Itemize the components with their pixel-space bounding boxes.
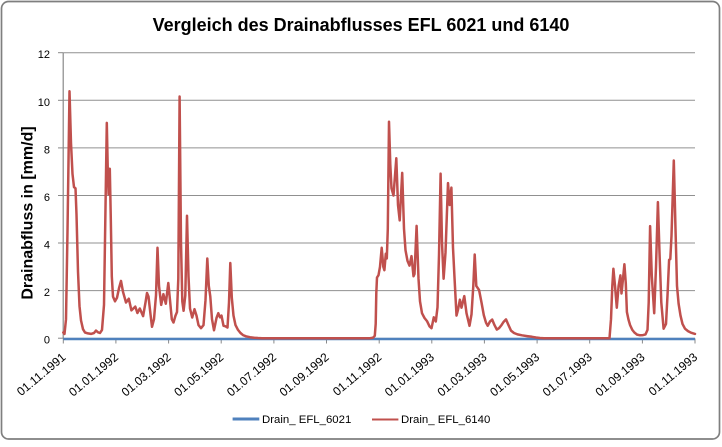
svg-text:Vergleich des Drainabflusses: Vergleich des Drainabflusses EFL 6021 un…: [153, 15, 570, 35]
svg-text:2: 2: [44, 287, 50, 299]
svg-text:8: 8: [44, 144, 50, 156]
svg-text:6: 6: [44, 192, 50, 204]
svg-text:4: 4: [44, 240, 50, 252]
svg-text:0: 0: [44, 335, 50, 347]
svg-text:Drain_ EFL_6140: Drain_ EFL_6140: [401, 414, 490, 426]
svg-text:10: 10: [38, 97, 50, 109]
svg-text:Drainabfluss in [mm/d]: Drainabfluss in [mm/d]: [20, 126, 37, 299]
svg-text:12: 12: [38, 49, 50, 61]
svg-text:Drain_ EFL_6021: Drain_ EFL_6021: [262, 414, 351, 426]
